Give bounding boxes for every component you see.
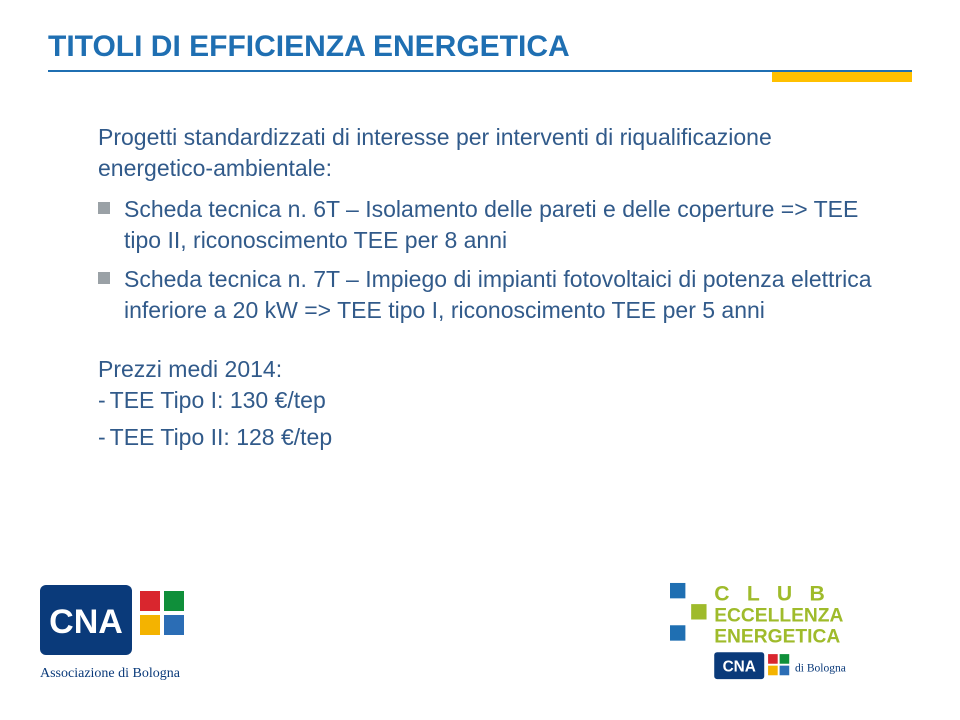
bullet-text: Scheda tecnica n. 7T – Impiego di impian…: [124, 266, 872, 323]
lead-paragraph: Progetti standardizzati di interesse per…: [98, 122, 880, 184]
bullet-item: Scheda tecnica n. 7T – Impiego di impian…: [98, 264, 880, 326]
footer: CNA Associazione di Bologna C L U B ECCE…: [40, 580, 920, 690]
bullet-icon: [98, 272, 110, 284]
page-title: TITOLI DI EFFICIENZA ENERGETICA: [48, 30, 912, 64]
club-line1: C L U B: [714, 582, 830, 605]
prices-heading: Prezzi medi 2014:: [98, 354, 880, 385]
logo-club-eccellenza: C L U B ECCELLENZA ENERGETICA CNA di Bol…: [670, 579, 920, 690]
price-item: TEE Tipo I: 130 €/tep: [98, 385, 880, 416]
cna-small-sub: di Bologna: [795, 662, 846, 674]
content-body: Progetti standardizzati di interesse per…: [98, 122, 880, 459]
bullet-icon: [98, 202, 110, 214]
bullet-text: Scheda tecnica n. 6T – Isolamento delle …: [124, 196, 858, 253]
logo-cna-bologna: CNA Associazione di Bologna: [40, 585, 210, 690]
club-line2a: ECCELLENZA: [714, 605, 843, 626]
cna-text: CNA: [49, 603, 123, 641]
club-line2b: ENERGETICA: [714, 627, 840, 648]
bullet-item: Scheda tecnica n. 6T – Isolamento delle …: [98, 194, 880, 256]
cna-subtext: Associazione di Bologna: [40, 666, 181, 681]
price-item: TEE Tipo II: 128 €/tep: [98, 422, 880, 453]
cna-small-text: CNA: [723, 658, 756, 675]
accent-bar: [772, 72, 912, 82]
